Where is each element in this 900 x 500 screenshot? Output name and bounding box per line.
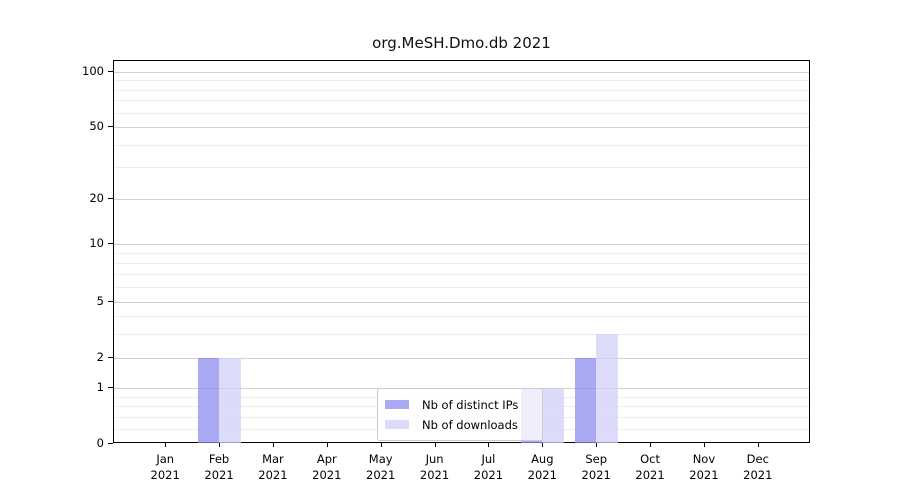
x-tick-mark — [165, 443, 167, 447]
x-tick-month: Jan — [156, 452, 175, 466]
x-tick-label: Jan 2021 — [135, 451, 195, 483]
x-tick-month: Nov — [692, 452, 716, 466]
y-tick-label: 50 — [89, 119, 104, 133]
x-tick-label: Feb 2021 — [189, 451, 249, 483]
bar-nb-of-downloads-sep — [596, 334, 618, 443]
x-tick-month: Jul — [481, 452, 496, 466]
x-tick-mark — [542, 443, 544, 447]
x-tick-mark — [650, 443, 652, 447]
x-tick-month: Apr — [316, 452, 337, 466]
x-tick-mark — [703, 443, 705, 447]
x-tick-month: Jun — [425, 452, 444, 466]
x-tick-month: Mar — [262, 452, 284, 466]
x-tick-mark — [434, 443, 436, 447]
x-tick-year: 2021 — [419, 468, 450, 482]
x-tick-mark — [380, 443, 382, 447]
bar-nb-of-downloads-aug — [542, 388, 564, 443]
x-tick-year: 2021 — [581, 468, 611, 482]
x-tick-year: 2021 — [689, 468, 719, 482]
x-tick-year: 2021 — [743, 468, 773, 482]
chart-title: org.MeSH.Dmo.db 2021 — [372, 34, 551, 52]
x-tick-year: 2021 — [473, 468, 504, 482]
minor-gridline — [114, 144, 809, 146]
major-gridline — [114, 72, 809, 73]
x-tick-mark — [488, 443, 490, 447]
y-tick-mark — [108, 443, 113, 444]
x-tick-label: May 2021 — [351, 451, 411, 483]
x-tick-mark — [326, 443, 328, 447]
y-tick-label: 5 — [96, 293, 104, 308]
x-tick-label: Aug 2021 — [512, 451, 572, 483]
legend: Nb of distinct IPs Nb of downloads — [377, 388, 543, 441]
minor-gridline — [114, 286, 809, 288]
minor-gridline — [114, 112, 809, 114]
x-tick-mark — [219, 443, 221, 447]
x-tick-year: 2021 — [150, 468, 180, 482]
minor-gridline — [114, 263, 809, 265]
legend-label-distinct-ips: Nb of distinct IPs — [422, 397, 519, 412]
x-tick-label: Dec 2021 — [728, 451, 788, 483]
major-gridline — [114, 199, 809, 200]
major-gridline — [114, 357, 809, 359]
x-tick-year: 2021 — [258, 468, 288, 482]
minor-gridline — [114, 334, 809, 336]
x-tick-label: Jul 2021 — [458, 451, 518, 483]
minor-gridline — [114, 253, 809, 255]
x-tick-label: Apr 2021 — [297, 451, 357, 483]
y-tick-label: 1 — [96, 380, 104, 394]
x-tick-month: Sep — [585, 452, 608, 466]
minor-gridline — [114, 316, 809, 318]
bar-nb-of-distinct-ips-feb — [197, 357, 220, 443]
x-tick-year: 2021 — [366, 468, 396, 482]
minor-gridline — [114, 100, 809, 102]
legend-swatch-downloads — [385, 420, 409, 429]
legend-item-downloads: Nb of downloads — [385, 417, 534, 432]
x-tick-label: Sep 2021 — [566, 451, 626, 483]
x-tick-label: Jun 2021 — [405, 451, 465, 483]
x-tick-mark — [596, 443, 598, 447]
y-tick-label: 100 — [82, 64, 104, 78]
x-tick-month: Feb — [208, 452, 230, 466]
minor-gridline — [114, 89, 809, 91]
y-tick-label: 20 — [89, 191, 104, 205]
legend-item-distinct-ips: Nb of distinct IPs — [385, 397, 534, 412]
major-gridline — [114, 127, 809, 128]
x-tick-month: Oct — [640, 452, 660, 466]
bar-nb-of-distinct-ips-sep — [574, 357, 597, 443]
legend-label-downloads: Nb of downloads — [422, 417, 518, 432]
legend-swatch-distinct-ips — [385, 400, 409, 409]
x-tick-mark — [272, 443, 274, 447]
y-tick-label: 2 — [96, 349, 104, 364]
x-tick-month: Aug — [531, 452, 554, 466]
x-tick-year: 2021 — [635, 468, 665, 482]
x-tick-year: 2021 — [204, 468, 234, 482]
major-gridline — [114, 244, 809, 245]
bar-nb-of-downloads-feb — [219, 357, 241, 443]
minor-gridline — [114, 274, 809, 276]
plot-area — [113, 60, 810, 443]
x-tick-month: Dec — [746, 452, 769, 466]
x-tick-month: May — [368, 452, 393, 466]
x-tick-mark — [757, 443, 759, 447]
x-tick-label: Oct 2021 — [620, 451, 680, 483]
minor-gridline — [114, 167, 809, 169]
x-tick-label: Mar 2021 — [243, 451, 303, 483]
major-gridline — [114, 301, 809, 303]
y-tick-label: 0 — [96, 436, 104, 450]
x-tick-year: 2021 — [312, 468, 342, 482]
minor-gridline — [114, 80, 809, 82]
x-tick-label: Nov 2021 — [674, 451, 734, 483]
x-tick-year: 2021 — [527, 468, 557, 482]
y-tick-label: 10 — [89, 236, 104, 250]
